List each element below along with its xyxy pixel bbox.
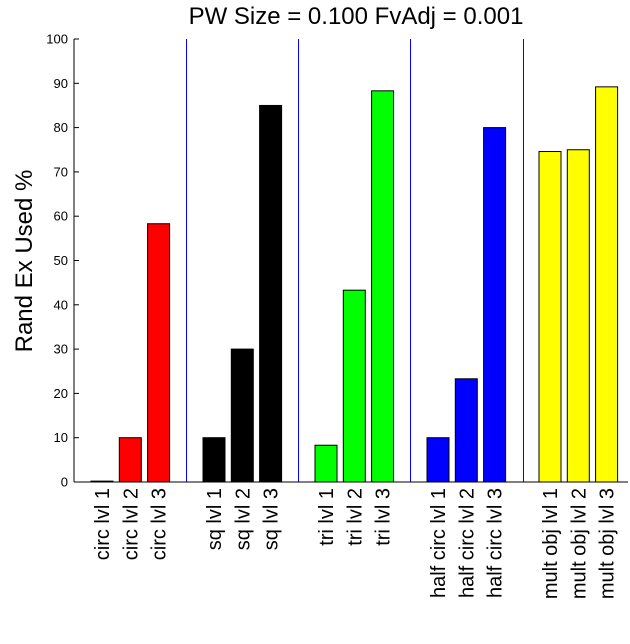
y-tick-label: 90 [54, 76, 68, 91]
bar-circ-lvl-3 [147, 223, 171, 483]
x-tick-label: half circ lvl 1 [428, 488, 450, 598]
bar-tri-lvl-2 [342, 289, 366, 483]
y-axis-label: Rand Ex Used % [11, 170, 38, 353]
group-separators [186, 39, 524, 482]
x-tick-label: mult obj lvl 1 [540, 488, 562, 599]
y-tick-label: 100 [46, 32, 68, 47]
x-tick-label: half circ lvl 2 [456, 488, 478, 598]
y-tick-label: 30 [54, 342, 68, 357]
x-tick-label: sq lvl 2 [232, 488, 254, 550]
x-tick-label: tri lvl 3 [373, 488, 395, 546]
chart-title: PW Size = 0.100 FvAdj = 0.001 [189, 3, 524, 30]
y-tick-label: 20 [54, 386, 68, 401]
bar-sq-lvl-2 [230, 348, 254, 483]
bar-half-circ-lvl-2 [454, 378, 478, 483]
x-tick-label: sq lvl 1 [204, 488, 226, 550]
x-tick-label: tri lvl 2 [344, 488, 366, 546]
y-tick-label: 60 [54, 209, 68, 224]
x-tick-label: circ lvl 3 [149, 488, 171, 560]
y-tick-label: 40 [54, 297, 68, 312]
bar-half-circ-lvl-3 [483, 127, 507, 483]
bar-half-circ-lvl-1 [426, 437, 450, 483]
x-tick-label: mult obj lvl 3 [597, 488, 619, 599]
bar-mult-obj-lvl-2 [566, 149, 590, 483]
bar-mult-obj-lvl-3 [595, 86, 619, 483]
y-axis-ticks: 0 10 20 30 40 50 60 70 80 90 100 [46, 32, 79, 490]
bar-tri-lvl-1 [314, 444, 338, 483]
bar-mult-obj-lvl-1 [538, 151, 562, 483]
y-tick-label: 80 [54, 120, 68, 135]
bar-tri-lvl-3 [371, 90, 395, 483]
x-tick-label: circ lvl 1 [92, 488, 114, 560]
bar-circ-lvl-2 [118, 437, 142, 483]
bar-sq-lvl-3 [259, 104, 283, 483]
y-tick-label: 10 [54, 430, 68, 445]
y-tick-label: 70 [54, 164, 68, 179]
x-tick-label: tri lvl 1 [316, 488, 338, 546]
y-tick-label: 0 [61, 475, 68, 490]
bars [90, 86, 619, 483]
x-tick-label: circ lvl 2 [120, 488, 142, 560]
bar-sq-lvl-1 [202, 437, 226, 483]
x-tick-label: half circ lvl 3 [485, 488, 507, 598]
y-tick-label: 50 [54, 253, 68, 268]
x-tick-label: sq lvl 3 [261, 488, 283, 550]
x-tick-label: mult obj lvl 2 [568, 488, 590, 599]
x-axis-ticks: circ lvl 1 circ lvl 2 circ lvl 3 sq lvl 1 sq… [92, 488, 619, 599]
